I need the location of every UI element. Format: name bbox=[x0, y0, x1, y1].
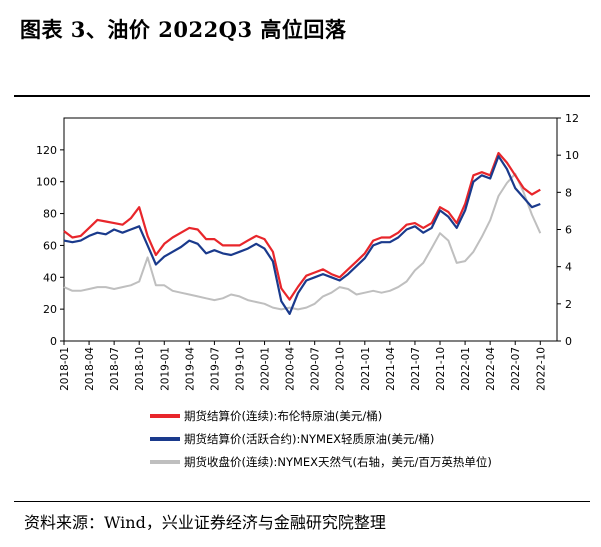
y-left-tick-label: 60 bbox=[43, 239, 57, 252]
x-tick-label: 2018-01 bbox=[59, 347, 71, 391]
x-tick-label: 2020-07 bbox=[310, 347, 322, 391]
x-tick-label: 2019-04 bbox=[184, 347, 196, 391]
bottom-rule bbox=[14, 501, 590, 502]
x-tick-label: 2021-04 bbox=[385, 347, 397, 391]
legend-item-brent: 期货结算价(连续):布伦特原油(美元/桶) bbox=[150, 404, 492, 427]
x-tick-label: 2020-01 bbox=[260, 347, 272, 391]
series-line-brent bbox=[63, 151, 541, 301]
y-left-tick-label: 0 bbox=[50, 335, 57, 348]
x-tick-label: 2019-10 bbox=[234, 347, 246, 391]
x-tick-label: 2019-01 bbox=[159, 347, 171, 391]
legend-item-wti: 期货结算价(活跃合约):NYMEX轻质原油(美元/桶) bbox=[150, 427, 492, 450]
y-right-tick-label: 2 bbox=[565, 298, 572, 311]
y-left-tick-label: 80 bbox=[43, 208, 57, 221]
y-left-tick-label: 40 bbox=[43, 271, 57, 284]
x-tick-label: 2018-04 bbox=[84, 347, 96, 391]
x-tick-label: 2022-10 bbox=[535, 347, 547, 391]
legend-item-natural-gas: 期货收盘价(连续):NYMEX天然气(右轴，美元/百万英热单位) bbox=[150, 450, 492, 473]
x-tick-label: 2018-10 bbox=[134, 347, 146, 391]
oil-price-chart: 0 20 40 60 80 100 120 0 2 4 6 8 10 12 2018-01 2018-04 20… bbox=[36, 112, 579, 391]
y-left-tick-label: 20 bbox=[43, 303, 57, 316]
x-tick-label: 2021-01 bbox=[360, 347, 372, 391]
x-tick-label: 2021-10 bbox=[435, 347, 447, 391]
x-tick-label: 2019-07 bbox=[209, 347, 221, 391]
legend: 期货结算价(连续):布伦特原油(美元/桶) 期货结算价(活跃合约):NYMEX轻… bbox=[150, 404, 492, 473]
y-right-tick-label: 8 bbox=[565, 186, 572, 199]
legend-swatch-natural-gas bbox=[150, 459, 180, 464]
x-tick-label: 2022-04 bbox=[485, 347, 497, 391]
source-note: 资料来源：Wind，兴业证券经济与金融研究院整理 bbox=[24, 513, 386, 532]
legend-swatch-brent bbox=[150, 413, 180, 418]
series-line-wti bbox=[63, 155, 541, 315]
y-right-tick-label: 6 bbox=[565, 224, 572, 237]
legend-label-brent: 期货结算价(连续):布伦特原油(美元/桶) bbox=[184, 408, 383, 423]
y-right-tick-label: 4 bbox=[565, 261, 572, 274]
legend-label-natural-gas: 期货收盘价(连续):NYMEX天然气(右轴，美元/百万英热单位) bbox=[184, 454, 492, 469]
y-right-tick-label: 10 bbox=[565, 149, 579, 162]
x-tick-label: 2018-07 bbox=[109, 347, 121, 391]
y-left-tick-label: 120 bbox=[36, 144, 57, 157]
x-tick-label: 2020-04 bbox=[285, 347, 297, 391]
x-tick-label: 2022-01 bbox=[460, 347, 472, 391]
y-right-tick-label: 0 bbox=[565, 335, 572, 348]
legend-label-wti: 期货结算价(活跃合约):NYMEX轻质原油(美元/桶) bbox=[184, 431, 435, 446]
x-tick-label: 2020-10 bbox=[335, 347, 347, 391]
series-line-natural-gas bbox=[63, 172, 542, 311]
top-rule bbox=[14, 95, 590, 97]
x-tick-label: 2021-07 bbox=[410, 347, 422, 391]
plot-frame bbox=[63, 117, 558, 342]
y-left-tick-label: 100 bbox=[36, 176, 57, 189]
page-title: 图表 3、油价 2022Q3 高位回落 bbox=[20, 17, 347, 42]
x-tick-label: 2022-07 bbox=[510, 347, 522, 391]
y-right-tick-label: 12 bbox=[565, 112, 579, 125]
legend-swatch-wti bbox=[150, 436, 180, 441]
